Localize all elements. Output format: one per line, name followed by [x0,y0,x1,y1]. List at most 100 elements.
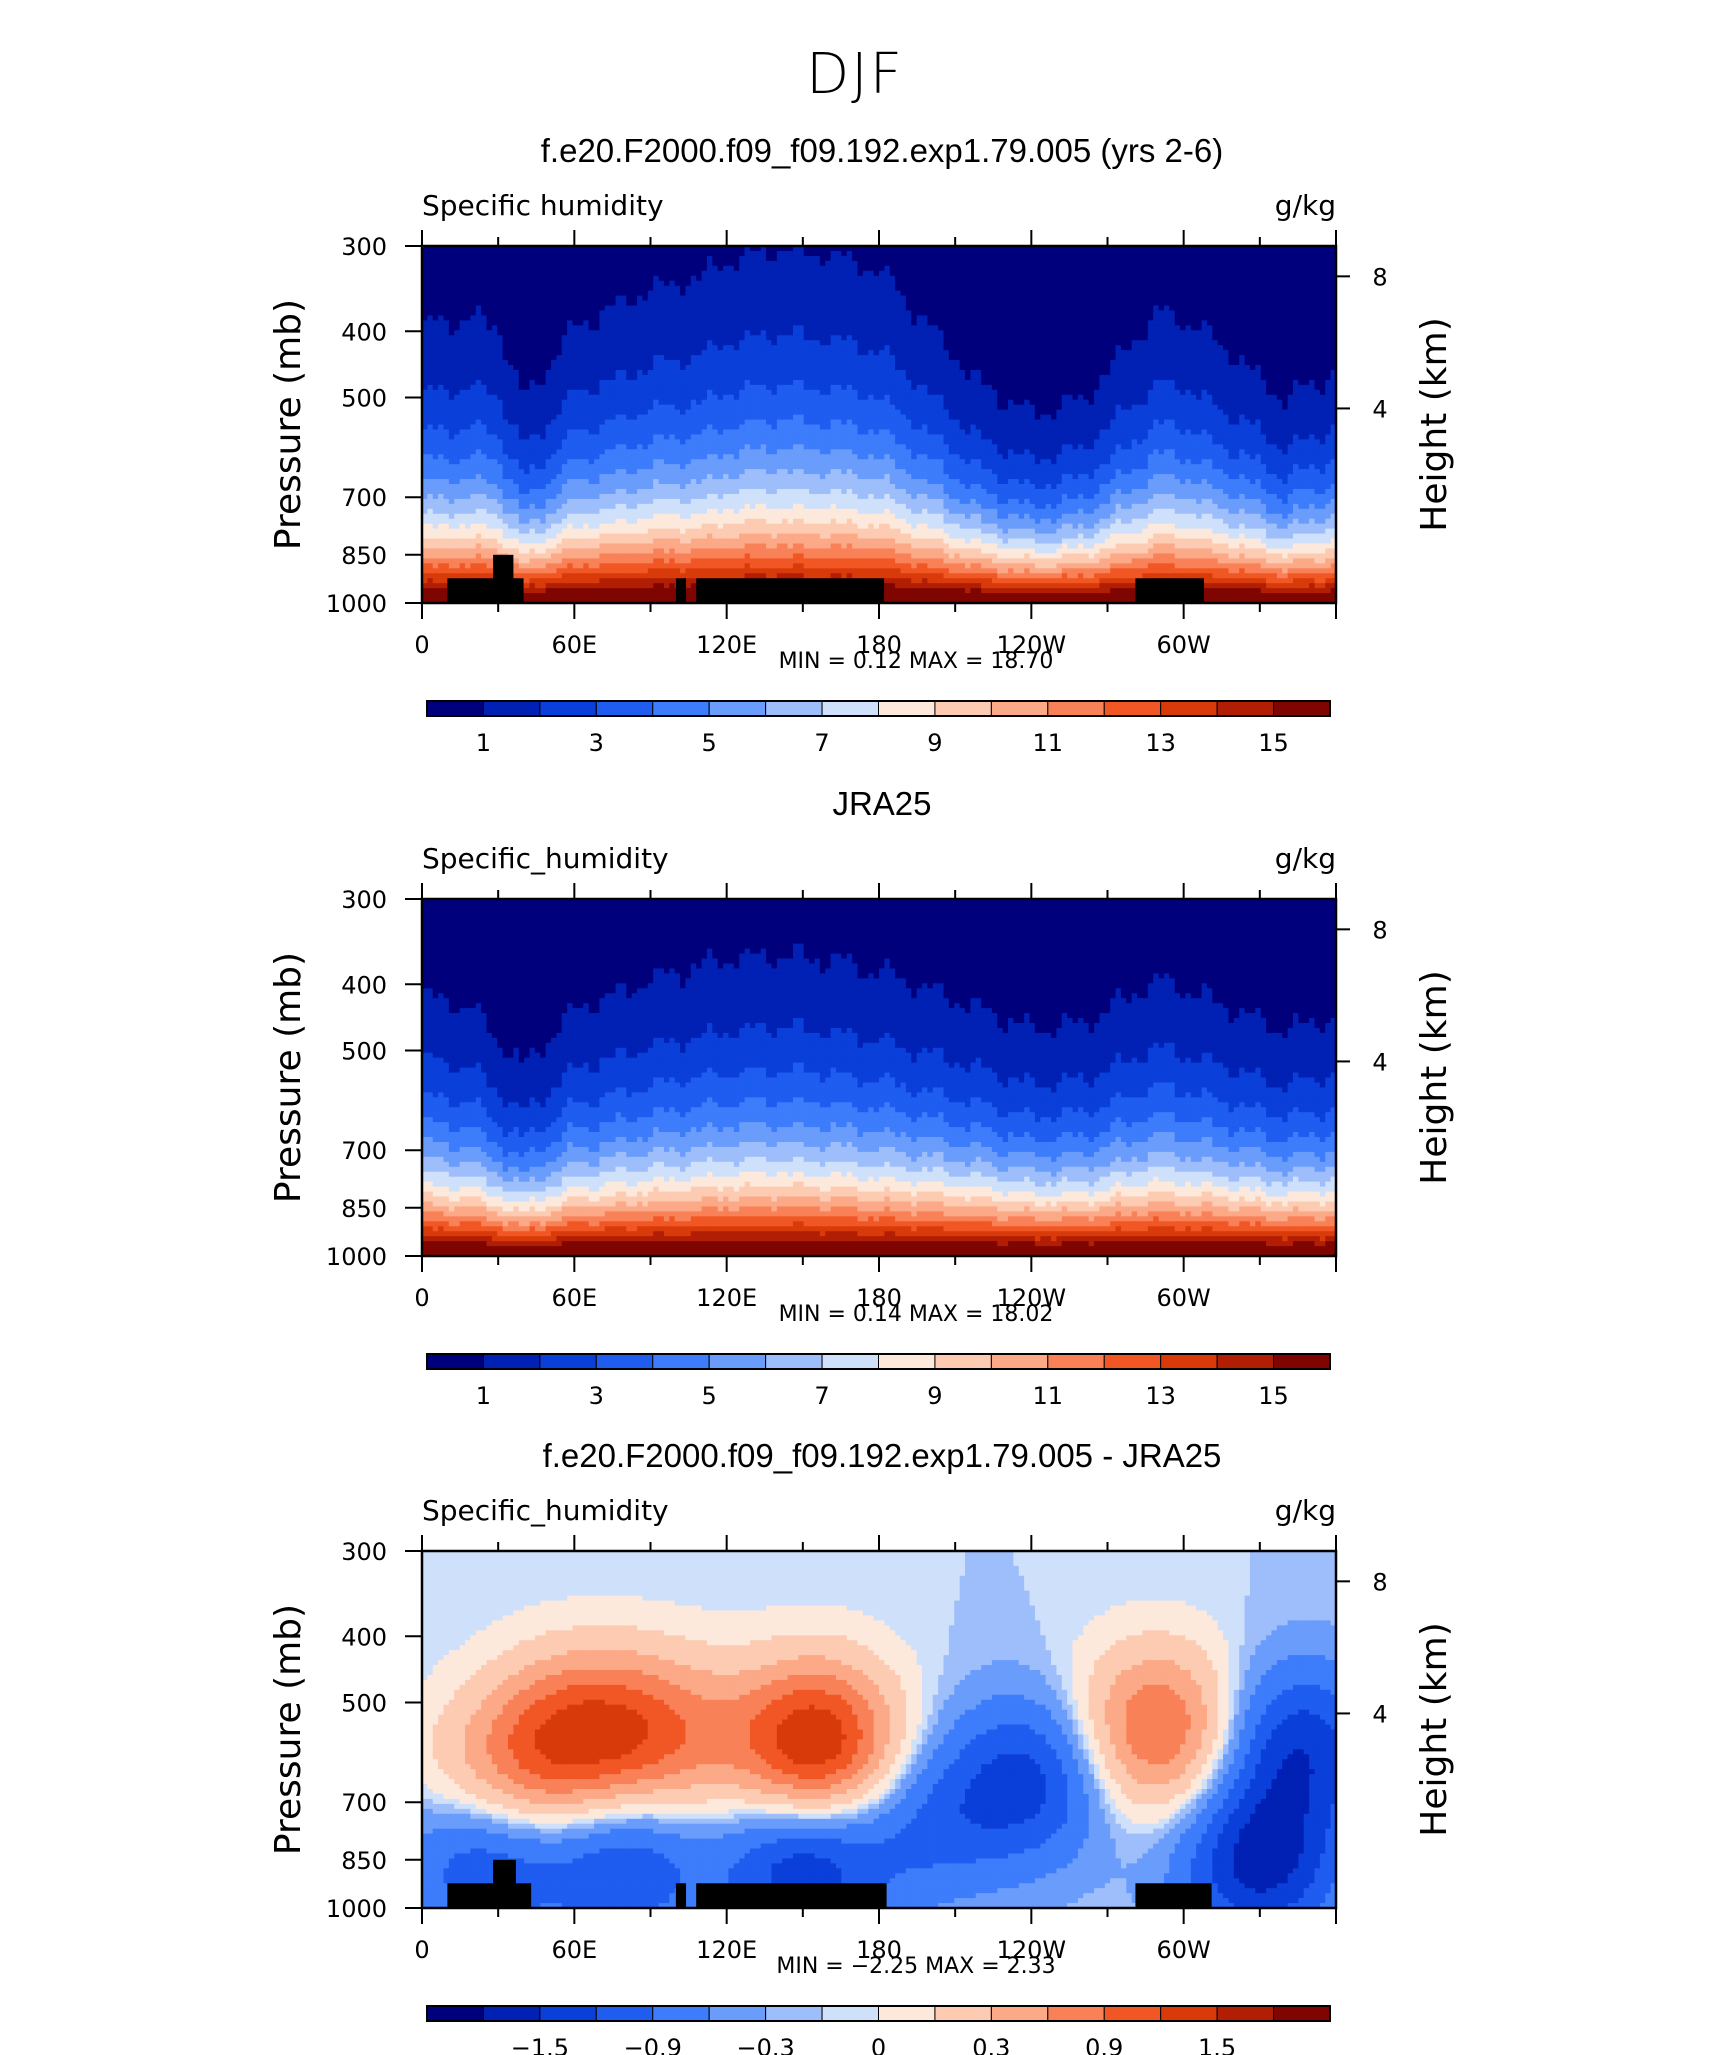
contour-cell [647,409,654,416]
contour-cell [620,320,627,326]
contour-cell [513,424,520,431]
contour-cell [432,528,439,535]
contour-cell [733,270,740,277]
contour-cell [674,449,681,455]
contour-cell [669,290,676,297]
contour-cell [604,474,611,480]
contour-cell [583,548,590,555]
contour-cell [755,474,762,480]
contour-cell [481,508,488,515]
contour-cell [782,255,789,262]
contour-cell [749,528,756,535]
contour-cell [583,439,590,445]
contour-cell [470,558,477,564]
contour-cell [615,404,622,411]
contour-cell [782,345,789,351]
contour-cell [561,493,568,500]
contour-cell [706,250,713,257]
contour-cell [588,350,595,356]
contour-cell [766,553,773,559]
contour-cell [561,543,568,550]
contour-cell [513,310,520,317]
contour-cell [674,558,681,564]
contour-cell [545,340,552,346]
contour-cell [502,528,509,535]
contour-cell [642,493,649,500]
contour-cell [567,280,574,287]
contour-cell [432,374,439,381]
contour-cell [696,305,703,312]
contour-cell [567,434,574,440]
contour-cell [561,399,568,406]
contour-cell [712,548,719,555]
contour-cell [427,528,434,535]
contour-cell [599,593,606,599]
contour-cell [534,315,541,321]
contour-cell [647,533,654,540]
contour-cell [443,583,450,589]
contour-cell [491,295,498,302]
contour-cell [717,484,724,490]
contour-cell [620,454,627,460]
contour-cell [642,464,649,470]
contour-cell [567,523,574,530]
contour-cell [459,335,466,341]
contour-cell [755,360,762,366]
contour-cell [588,414,595,421]
contour-cell [567,479,574,485]
contour-cell [728,330,735,336]
contour-cell [701,365,708,371]
contour-cell [486,493,493,500]
contour-cell [540,246,547,252]
contour-cell [599,345,606,351]
contour-cell [760,474,767,480]
contour-cell [491,355,498,361]
contour-cell [771,429,778,436]
contour-cell [465,434,471,440]
contour-cell [438,578,445,584]
contour-cell [696,414,703,421]
contour-cell [782,488,789,495]
contour-cell [551,369,558,376]
contour-cell [637,439,644,445]
contour-cell [545,518,552,525]
contour-cell [782,355,789,361]
contour-cell [556,394,563,401]
contour-cell [717,558,724,564]
contour-cell [481,498,488,505]
contour-cell [577,330,584,336]
contour-cell [642,414,649,421]
contour-cell [680,503,687,510]
contour-cell [481,379,488,386]
contour-cell [508,260,514,267]
contour-cell [744,573,751,579]
contour-cell [427,568,434,574]
contour-cell [755,508,762,515]
contour-cell [481,493,488,500]
contour-cell [518,355,525,361]
contour-cell [448,454,455,460]
contour-cell [465,315,471,321]
contour-cell [680,345,687,351]
contour-cell [787,429,794,436]
contour-cell [529,335,536,341]
contour-cell [475,538,482,545]
contour-cell [588,454,595,460]
contour-cell [717,533,724,540]
contour-cell [524,459,531,465]
contour-cell [755,295,762,302]
contour-cell [647,285,654,292]
contour-cell [486,300,493,307]
contour-cell [674,429,681,436]
contour-cell [787,270,794,277]
contour-cell [723,533,730,540]
contour-cell [459,394,466,401]
contour-cell [572,280,579,287]
contour-cell [620,280,627,287]
contour-cell [717,474,724,480]
contour-cell [755,439,762,445]
contour-cell [733,384,740,391]
contour-cell [690,335,697,341]
contour-cell [556,513,563,520]
contour-cell [776,374,783,381]
